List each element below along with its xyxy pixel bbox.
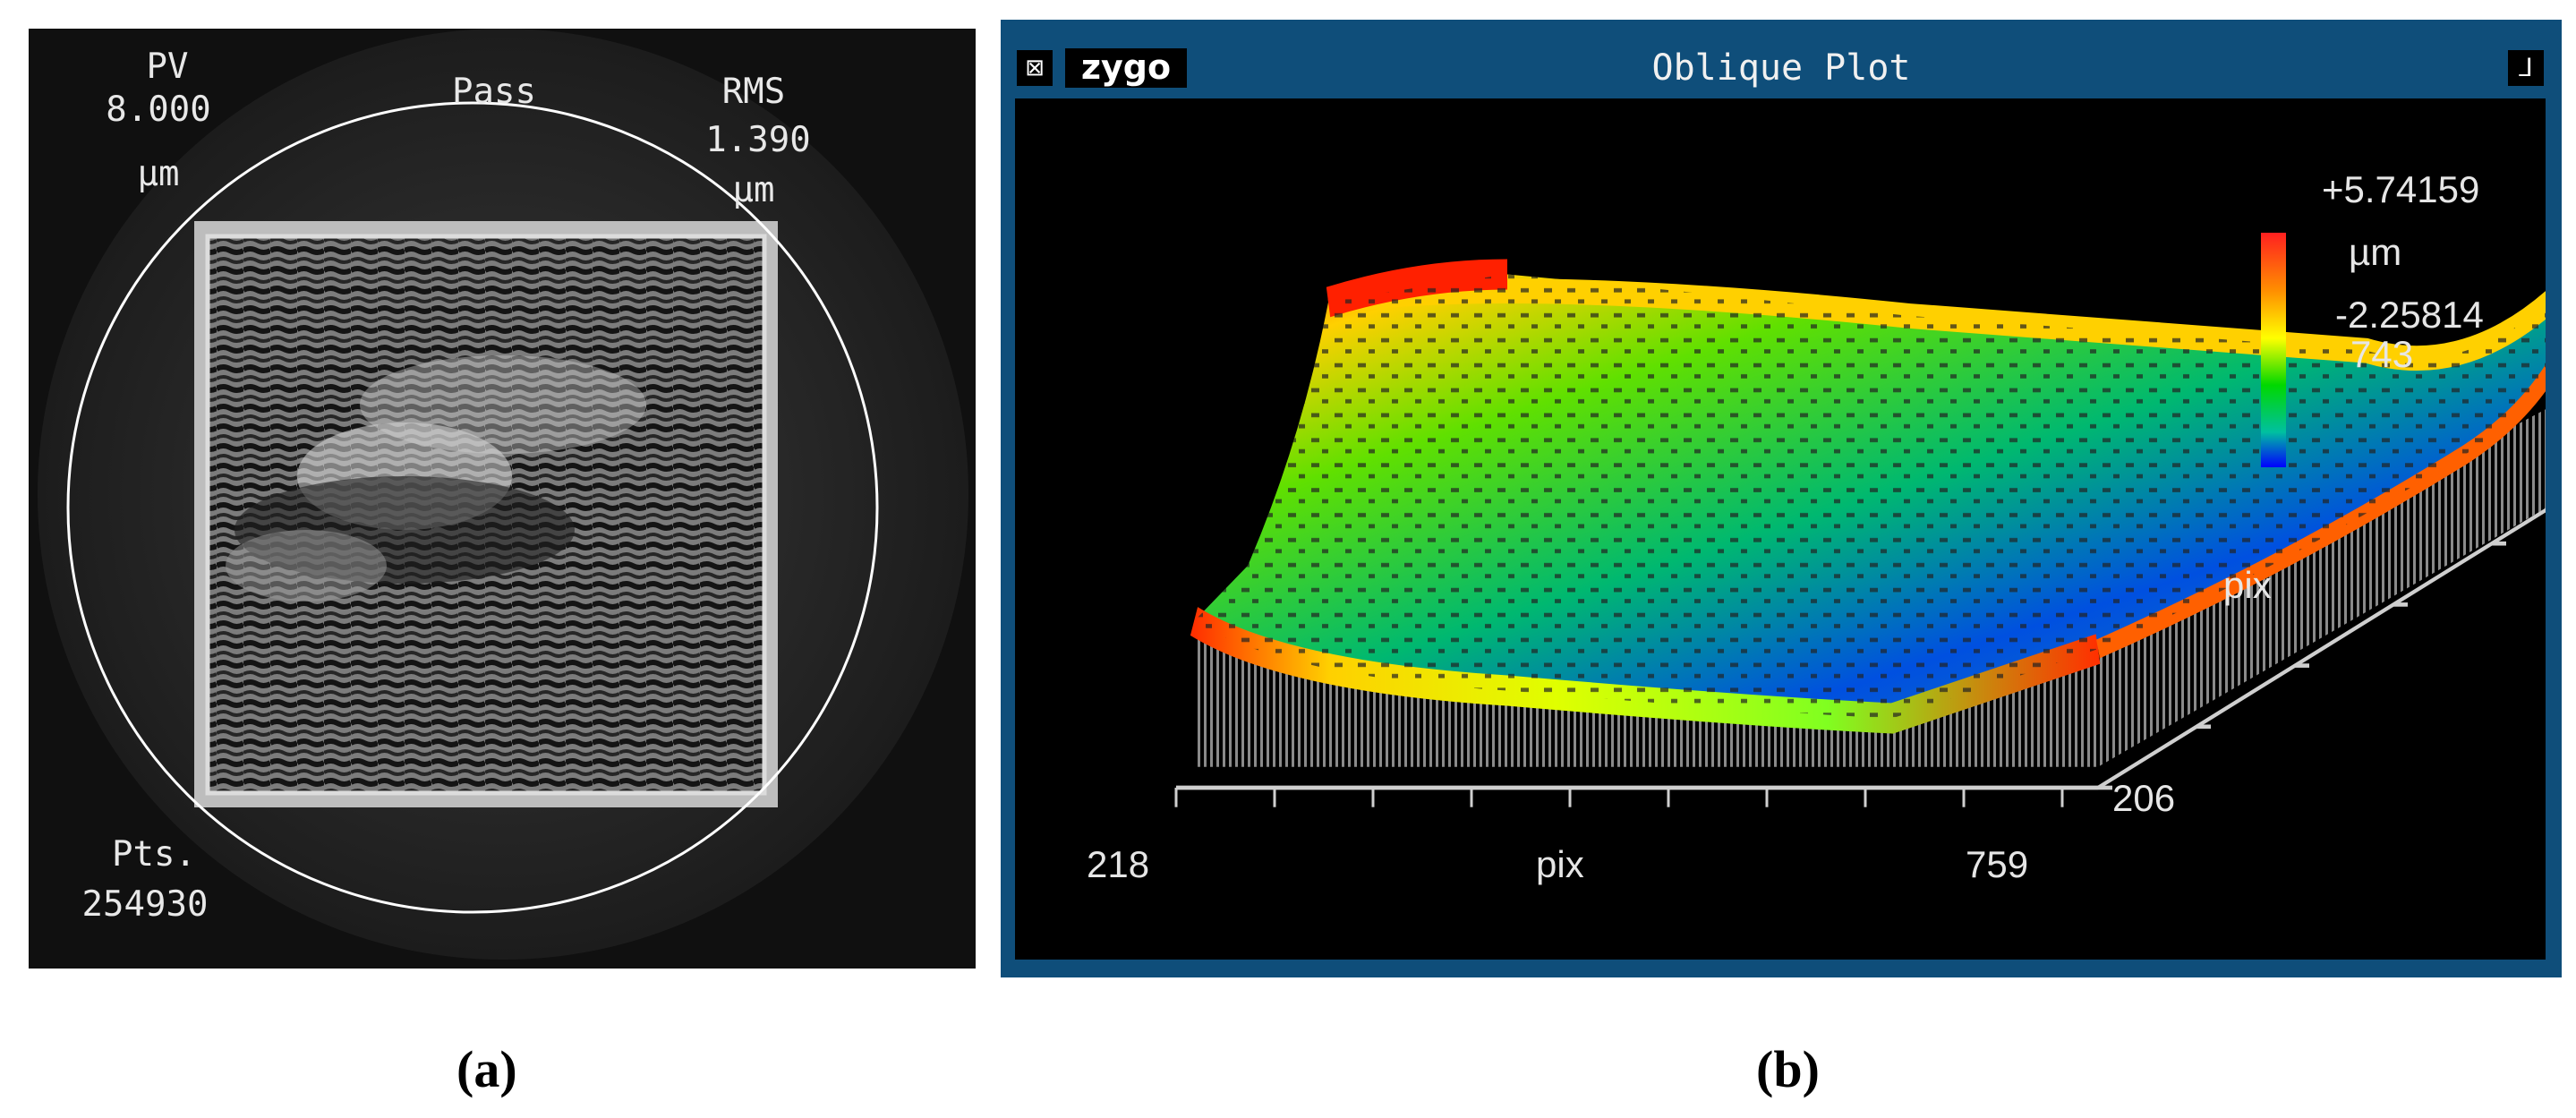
- scale-unit-label: µm: [2349, 231, 2402, 273]
- interferogram-panel: PV 8.000 µm Pass RMS 1.390 µm Pts. 25493…: [29, 29, 976, 969]
- y-axis-min-label: 206: [2112, 777, 2176, 819]
- x-axis-min-label: 218: [1087, 843, 1150, 885]
- window-title: Oblique Plot: [1651, 47, 1911, 89]
- x-axis-max-label: 759: [1966, 843, 2029, 885]
- caption-a: (a): [456, 1040, 517, 1098]
- color-scale-bar: [2261, 233, 2286, 467]
- status-label: Pass: [452, 72, 536, 112]
- zygo-window: Oblique Plot ⊠ zygo ⅃: [1001, 20, 2562, 977]
- pts-value: 254930: [81, 884, 209, 925]
- pv-unit: µm: [137, 154, 180, 194]
- pv-value: 8.000: [106, 90, 211, 130]
- oblique-plot-area: +5.74159 µm -2.25814 743 pix 206 218 pix…: [1015, 98, 2546, 960]
- pts-label: Pts.: [112, 834, 196, 875]
- zygo-logo: zygo: [1065, 48, 1187, 88]
- oblique-surface-plot: [1174, 233, 2546, 807]
- scale-min-label: -2.25814: [2335, 294, 2484, 336]
- y-axis-line: [2097, 508, 2546, 790]
- pv-label: PV: [146, 47, 189, 87]
- scale-max-label: +5.74159: [2322, 168, 2480, 210]
- x-axis-label: pix: [1536, 843, 1584, 885]
- x-axis-ticks: [1174, 787, 2064, 807]
- rms-value: 1.390: [705, 120, 811, 160]
- scale-min-cont-label: 743: [2350, 333, 2414, 375]
- rms-unit: µm: [732, 170, 775, 210]
- side-wall: [2098, 409, 2546, 767]
- y-axis-ticks: [2098, 541, 2506, 790]
- pin-icon[interactable]: ⅃: [2508, 50, 2544, 86]
- pass-circle: [66, 101, 879, 914]
- close-icon[interactable]: ⊠: [1017, 50, 1053, 86]
- window-titlebar[interactable]: Oblique Plot ⊠ zygo ⅃: [1015, 45, 2547, 91]
- interferogram-image: [38, 29, 968, 960]
- caption-b: (b): [1756, 1040, 1820, 1098]
- y-axis-label: pix: [2223, 564, 2272, 606]
- rms-label: RMS: [721, 72, 786, 112]
